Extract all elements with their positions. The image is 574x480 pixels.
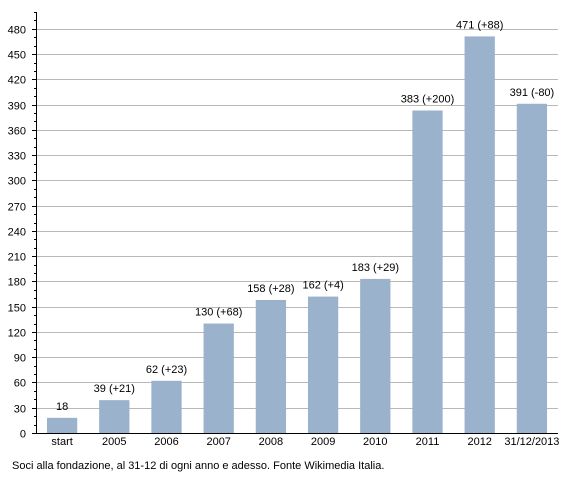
bar-value-label: 162 (+4)	[302, 280, 343, 292]
x-tick-label: 2005	[102, 436, 126, 448]
y-tick-label: 480	[8, 25, 26, 37]
bar-2006	[151, 380, 182, 433]
bar-31/12/2013	[516, 103, 548, 433]
bar-value-label: 18	[56, 401, 68, 413]
chart-caption: Soci alla fondazione, al 31-12 di ogni a…	[12, 460, 385, 472]
x-tick-label: 31/12/2013	[504, 436, 559, 448]
y-tick-label: 360	[8, 126, 26, 138]
bar-2012	[464, 36, 495, 433]
bar-value-label: 130 (+68)	[195, 307, 242, 319]
axes: 0 30 60 90 120 150 180 210 240 270 300 330 360 390 420…	[8, 12, 559, 448]
y-tick-label: 120	[8, 328, 26, 340]
bar-2008	[255, 299, 287, 433]
y-tick-label: 180	[8, 277, 26, 289]
x-tick-label: 2009	[311, 436, 335, 448]
x-tick-label: 2007	[206, 436, 230, 448]
y-tick-label: 240	[8, 227, 26, 239]
x-tick-label: 2010	[363, 436, 387, 448]
y-tick-label: 450	[8, 50, 26, 62]
y-tick-label: 210	[8, 252, 26, 264]
y-tick-label: 90	[14, 353, 26, 365]
y-tick-label: 30	[14, 404, 26, 416]
bar-value-label: 391 (-80)	[510, 87, 555, 99]
y-tick-label: 330	[8, 151, 26, 163]
y-tick-label: 0	[20, 429, 26, 441]
x-tick-label: 2006	[154, 436, 178, 448]
bar-2010	[360, 278, 391, 433]
x-tick-label: 2012	[467, 436, 491, 448]
bar-value-label: 158 (+28)	[247, 283, 294, 295]
y-tick-label: 300	[8, 176, 26, 188]
y-tick-label: 420	[8, 75, 26, 87]
bar-2009	[307, 296, 339, 433]
bar-value-label: 383 (+200)	[401, 94, 455, 106]
x-tick-label: start	[51, 436, 72, 448]
bar-start	[46, 417, 78, 433]
y-tick-label: 60	[14, 378, 26, 390]
bar-2011	[412, 110, 443, 433]
y-tick-label: 150	[8, 303, 26, 315]
x-tick-label: 2011	[416, 436, 440, 448]
bar-value-label: 471 (+88)	[456, 19, 503, 31]
bar-value-label: 39 (+21)	[94, 383, 135, 395]
bar-2005	[99, 400, 130, 433]
bar-value-label: 183 (+29)	[352, 262, 399, 274]
data-labels: 18 39 (+21) 62 (+23) 130 (+68) 158 (+28) 162 …	[56, 19, 554, 412]
bars	[46, 36, 548, 433]
x-tick-label: 2008	[259, 436, 283, 448]
y-tick-label: 270	[8, 202, 26, 214]
bar-value-label: 62 (+23)	[146, 364, 187, 376]
bar-2007	[203, 323, 234, 433]
y-tick-label: 390	[8, 101, 26, 113]
